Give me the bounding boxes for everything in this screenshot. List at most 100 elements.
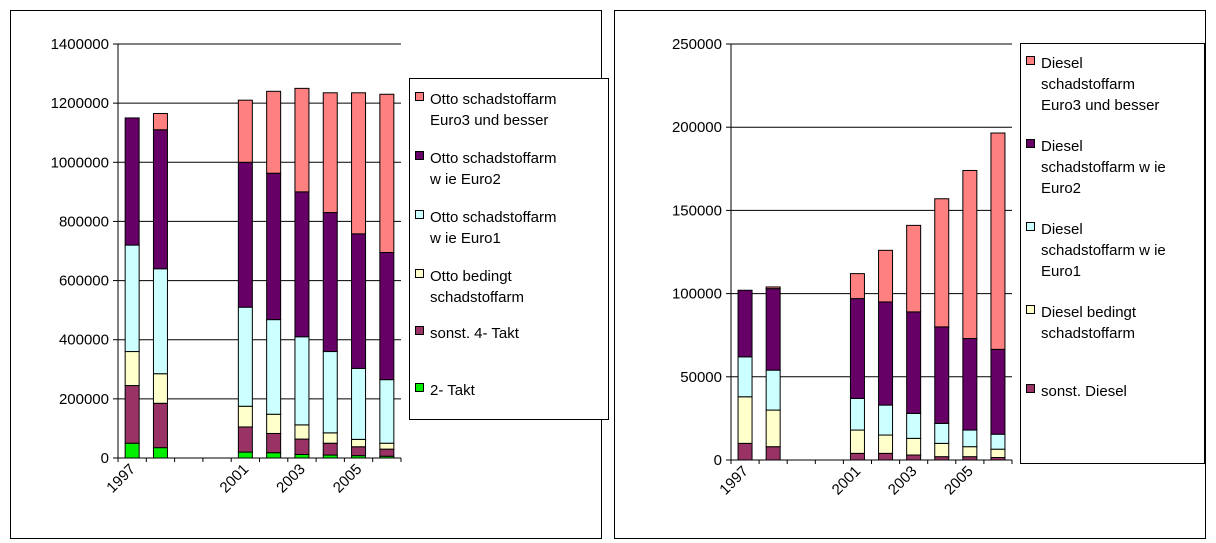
bar-segment: [152, 129, 168, 270]
bar-segment: [266, 413, 282, 434]
bar-segment: [765, 409, 781, 448]
bar-segment: [765, 286, 781, 290]
legend-swatch: [415, 383, 424, 392]
x-tick-label: 2003: [885, 463, 921, 499]
legend-diesel: Diesel schadstoffarm Euro3 und besser Die…: [1020, 43, 1205, 464]
legend-item: Diesel schadstoffarm w ie Euro2: [1021, 136, 1204, 199]
bar-segment: [379, 448, 395, 457]
bar-segment: [237, 405, 253, 428]
bar-segment: [322, 92, 338, 214]
legend-label: Otto schadstoffarm w ie Euro1: [430, 209, 557, 247]
x-tick-label: 2001: [217, 461, 253, 497]
bar-segment: [849, 298, 865, 399]
legend-swatch: [415, 326, 424, 335]
bar-segment: [294, 87, 310, 193]
bar-segment: [934, 326, 950, 424]
legend-item: Otto schadstoffarm Euro3 und besser: [410, 89, 608, 131]
legend-otto: Otto schadstoffarm Euro3 und besser Otto …: [409, 78, 609, 420]
legend-swatch: [1026, 139, 1035, 148]
bar-segment: [990, 448, 1006, 459]
y-tick-label: 150000: [672, 202, 722, 219]
bar-segment: [294, 424, 310, 440]
bar-segment: [266, 319, 282, 415]
legend-swatch: [1026, 305, 1035, 314]
x-tick-label: 2003: [273, 461, 309, 497]
chart-panel-otto: 0 200000 400000 600000 800000 1000000 1200000 1…: [10, 10, 609, 539]
bar-segment: [962, 338, 978, 431]
legend-label: sonst. 4- Takt: [430, 325, 519, 342]
bar-segment: [237, 451, 253, 459]
bar-segment: [849, 273, 865, 300]
legend-swatch: [415, 269, 424, 278]
bar-segment: [322, 212, 338, 353]
bar-segment: [962, 446, 978, 458]
y-tick-label: 800000: [59, 213, 109, 230]
legend-item: Otto schadstoffarm w ie Euro1: [410, 207, 608, 249]
bar-segment: [737, 396, 753, 444]
legend-swatch: [415, 92, 424, 101]
legend-label: Diesel bedingt schadstoffarm: [1041, 304, 1137, 342]
bar-segment: [962, 169, 978, 340]
bar-segment: [152, 447, 168, 459]
y-tick-label: 1000000: [51, 154, 109, 171]
legend-label: sonst. Diesel: [1041, 383, 1127, 400]
bar-segment: [906, 437, 922, 456]
bar-segment: [379, 93, 395, 253]
bar-segment: [152, 402, 168, 449]
bar-segment: [990, 433, 1006, 450]
bar-segment: [351, 446, 367, 457]
bar-segment: [351, 367, 367, 440]
bar-segment: [294, 453, 310, 459]
legend-swatch: [415, 210, 424, 219]
bar-segment: [990, 132, 1006, 350]
bar-segment: [152, 268, 168, 375]
bar-segment: [237, 161, 253, 308]
bar-segment: [266, 432, 282, 454]
legend-label: Otto schadstoffarm Euro3 und besser: [430, 91, 557, 129]
y-tick-label: 200000: [59, 391, 109, 408]
bar-segment: [124, 351, 140, 387]
bar-segment: [906, 224, 922, 313]
bar-segment: [266, 172, 282, 321]
bar-segment: [379, 379, 395, 444]
y-tick-label: 50000: [680, 369, 722, 386]
y-tick-label: 1200000: [51, 95, 109, 112]
bar-segment: [934, 422, 950, 444]
legend-item: sonst. 4- Takt: [410, 323, 608, 344]
bar-segment: [124, 244, 140, 353]
bar-segment: [878, 301, 894, 406]
bar-segment: [906, 412, 922, 439]
bar-segment: [124, 385, 140, 444]
y-tick-label: 1400000: [51, 36, 109, 53]
bar-segment: [878, 452, 894, 461]
legend-item: Diesel bedingt schadstoffarm: [1021, 302, 1204, 344]
legend-label: 2- Takt: [430, 382, 475, 399]
bar-segment: [737, 356, 753, 398]
bar-segment: [322, 432, 338, 444]
bar-segment: [294, 336, 310, 426]
bar-segment: [765, 288, 781, 371]
bar-segment: [294, 438, 310, 455]
y-tick-label: 0: [714, 452, 722, 469]
bar-segment: [878, 249, 894, 303]
y-tick-label: 600000: [59, 273, 109, 290]
legend-item: Otto bedingt schadstoffarm: [410, 266, 608, 308]
bar-segment: [266, 452, 282, 459]
bar-segment: [849, 429, 865, 454]
bar-segment: [237, 426, 253, 453]
bar-segment: [152, 373, 168, 404]
chart-otto-svg: 0 200000 400000 600000 800000 1000000 1200000 1…: [51, 36, 402, 497]
bar-segment: [351, 438, 367, 448]
chart-panel-diesel: 0 50000 100000 150000 200000 250000 1997 2001 20…: [614, 10, 1206, 539]
legend-label: Otto bedingt schadstoffarm: [430, 268, 524, 306]
legend-label: Diesel schadstoffarm Euro3 und besser: [1041, 55, 1160, 114]
y-tick-label: 200000: [672, 119, 722, 136]
y-tick-label: 0: [101, 450, 109, 467]
bar-segment: [906, 454, 922, 461]
bar-segment: [124, 117, 140, 246]
legend-swatch: [1026, 222, 1035, 231]
legend-swatch: [1026, 384, 1035, 393]
legend-swatch: [415, 151, 424, 160]
bar-segment: [237, 306, 253, 407]
bar-segment: [294, 191, 310, 338]
